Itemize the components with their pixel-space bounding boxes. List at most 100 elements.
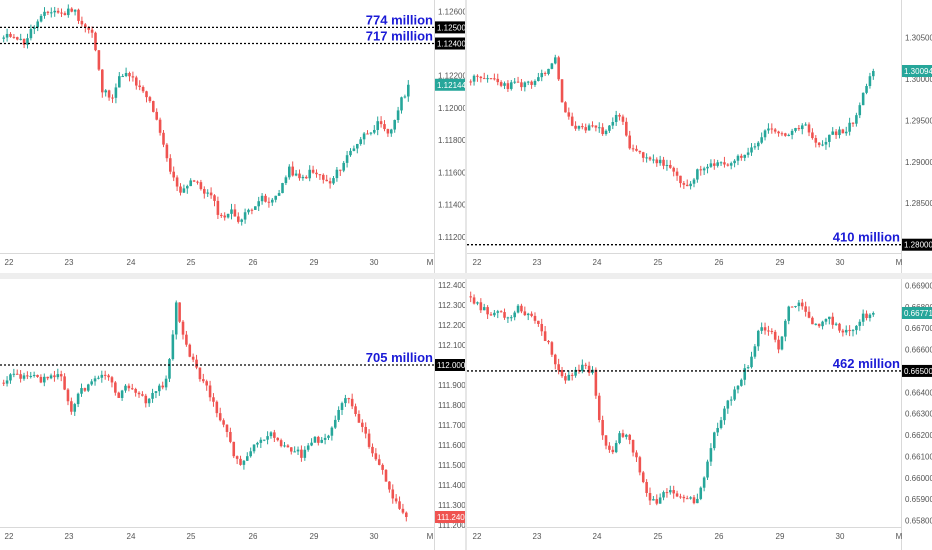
candle-body: [327, 435, 330, 438]
candle-body: [67, 8, 70, 16]
candle-body: [225, 424, 229, 432]
candle-body: [269, 432, 273, 437]
candle-body: [709, 163, 713, 167]
price-tick-label: 1.28500: [905, 199, 932, 208]
candle-body: [246, 456, 249, 461]
candle-body: [773, 129, 777, 132]
price-tick-label: 1.30000: [905, 75, 932, 84]
candle-body: [817, 142, 821, 146]
candle-body: [733, 160, 736, 164]
candle-body: [804, 306, 807, 312]
candle-body: [288, 166, 291, 178]
candle-body: [587, 365, 591, 373]
price-tick-label: 1.29500: [905, 116, 932, 125]
candle-body: [43, 376, 46, 383]
candle-body: [340, 403, 344, 410]
candle-body: [547, 68, 550, 74]
candle-body: [240, 219, 243, 222]
candle-body: [831, 316, 834, 325]
candle-body: [672, 490, 675, 494]
candle-body: [301, 176, 305, 179]
candle-body: [2, 382, 5, 384]
candle-body: [16, 37, 19, 40]
candle-body: [506, 83, 510, 89]
candle-body: [168, 359, 171, 379]
candle-body: [868, 314, 872, 319]
candle-body: [114, 87, 118, 98]
chart-panel-bottom-right: 0.669000.668000.667000.666000.665000.664…: [467, 279, 932, 550]
candle-body: [43, 11, 46, 16]
level-price-tag: [435, 359, 465, 371]
chart-svg-top-left: 1.12600 1.12400 1.12200 1.12000 1.11800 1.116…: [0, 0, 465, 273]
candle-body: [787, 306, 791, 321]
candle-body: [797, 128, 801, 130]
candle-body: [294, 173, 298, 176]
candle-body: [271, 199, 274, 203]
candle-body: [648, 492, 652, 501]
candle-body: [537, 320, 540, 324]
candle-body: [107, 90, 111, 98]
candle-body: [405, 512, 408, 517]
candle-body: [750, 356, 753, 368]
candle-body: [628, 434, 631, 440]
candle-body: [631, 148, 635, 150]
candle-body: [390, 129, 393, 134]
candle-body: [46, 376, 49, 379]
candle-body: [611, 449, 615, 453]
candle-body: [36, 21, 39, 28]
time-tick-label: 30: [836, 532, 845, 541]
last-price-tag: [902, 306, 932, 319]
time-tick-label: 29: [310, 258, 319, 267]
level-price-tag-label: 1.12500: [437, 23, 465, 32]
candle-body: [220, 214, 223, 216]
candle-body: [135, 77, 138, 86]
price-tick-label: 112.400: [438, 281, 465, 290]
candle-body: [318, 174, 322, 176]
time-tick-label: M: [427, 532, 434, 541]
candle-body: [206, 192, 209, 194]
candle-body: [388, 481, 391, 490]
candle-body: [499, 82, 503, 86]
candle-body: [493, 312, 496, 316]
candle-body: [713, 432, 716, 449]
candle-body: [648, 157, 652, 160]
candle-body: [631, 439, 635, 453]
candle-body: [5, 380, 9, 384]
candle-body: [848, 122, 851, 132]
candle-body: [729, 163, 733, 166]
candle-body: [56, 10, 60, 13]
level-annotation: 705 million: [366, 350, 433, 365]
candle-body: [520, 305, 523, 312]
candle-body: [277, 193, 281, 196]
price-tick-label: 0.66300: [905, 410, 932, 419]
candle-body: [672, 167, 675, 172]
candle-body: [638, 457, 642, 473]
candle-body: [19, 38, 22, 40]
candle-body: [689, 183, 692, 187]
last-price-tag-label: 1.30094: [904, 67, 932, 76]
time-tick-label: 26: [715, 532, 724, 541]
level-price-tag-label: 112.000: [437, 361, 465, 370]
candle-body: [161, 385, 164, 388]
level-annotation: 410 million: [833, 230, 900, 245]
candle-body: [175, 177, 179, 187]
candle-body: [540, 323, 544, 332]
candle-body: [594, 369, 598, 396]
candle-body: [195, 359, 198, 368]
candle-body: [506, 317, 510, 319]
candle-body: [87, 27, 90, 30]
candle-body: [70, 401, 73, 412]
candle-body: [141, 87, 145, 92]
candle-body: [577, 126, 581, 129]
chart-svg-bottom-left: 112.400 112.300 112.200 112.100 112.000 111.9…: [0, 279, 465, 550]
candle-body: [513, 312, 516, 318]
candle-body: [814, 323, 818, 325]
last-price-tag: [435, 511, 465, 523]
candle-body: [513, 81, 516, 83]
level-annotation: 462 million: [833, 356, 900, 371]
candle-body: [114, 382, 117, 393]
candle-body: [381, 464, 384, 470]
candle-body: [53, 375, 56, 378]
candle-body: [858, 321, 862, 326]
candle-body: [174, 302, 178, 335]
